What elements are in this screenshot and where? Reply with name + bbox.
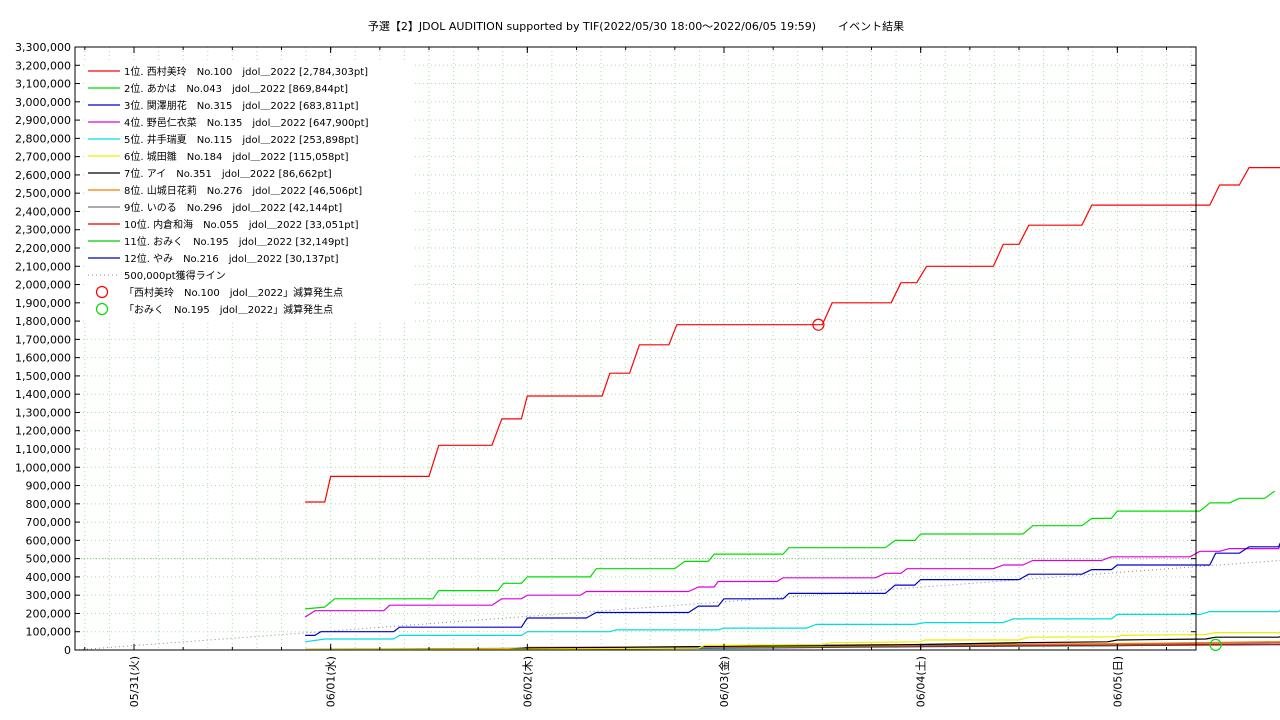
x-axis: 05/31(火) 06/01(水) 06/02(木) 06/03(金) 06/04(土)… [84, 47, 1167, 707]
y-tick-label: 300,000 [26, 589, 72, 602]
x-tick-label: 06/02(木) [521, 656, 534, 707]
x-tick-label: 05/31(火) [128, 656, 141, 707]
y-tick-label: 2,900,000 [15, 114, 71, 127]
legend-entry: 12位. やみ No.216 jdol＿2022 [30,137pt] [124, 252, 339, 265]
deduction-marker [812, 318, 825, 331]
x-tick-label: 06/04(土) [915, 656, 928, 707]
series-line [305, 167, 1280, 503]
y-tick-label: 1,900,000 [15, 297, 71, 310]
y-tick-label: 400,000 [26, 571, 72, 584]
legend-entry: 8位. 山城日花莉 No.276 jdol＿2022 [46,506pt] [124, 184, 362, 197]
y-tick-label: 100,000 [26, 626, 72, 639]
legend-entry: 5位. 井手瑞夏 No.115 jdol＿2022 [253,898pt] [124, 133, 359, 146]
y-tick-label: 1,600,000 [15, 352, 71, 365]
legend-entry: 「おみく No.195 jdol＿2022」減算発生点 [124, 303, 333, 316]
plot-frame [74, 46, 1197, 651]
series-line [305, 490, 1276, 610]
x-tick-label: 06/03(金) [717, 656, 731, 707]
legend-entry: 「西村美玲 No.100 jdol＿2022」減算発生点 [124, 286, 343, 299]
y-tick-label: 1,700,000 [15, 333, 71, 346]
legend-entry: 1位. 西村美玲 No.100 jdol＿2022 [2,784,303pt] [124, 65, 368, 78]
legend-entry: 3位. 関澤朋花 No.315 jdol＿2022 [683,811pt] [124, 99, 359, 112]
x-tick-label: 06/05(日) [1111, 656, 1124, 707]
y-tick-label: 500,000 [26, 553, 72, 566]
y-tick-label: 700,000 [26, 516, 72, 529]
y-tick-label: 1,200,000 [15, 425, 71, 438]
legend-entry: 11位. おみく No.195 jdol＿2022 [32,149pt] [124, 235, 349, 248]
legend-entry: 9位. いのる No.296 jdol＿2022 [42,144pt] [124, 201, 342, 214]
legend-entry: 7位. アイ No.351 jdol＿2022 [86,662pt] [124, 167, 332, 180]
legend: 1位. 西村美玲 No.100 jdol＿2022 [2,784,303pt] 2… [84, 62, 414, 323]
y-axis: 0 100,000 200,000 300,000 400,000 500,000 600,… [15, 41, 1196, 657]
series-line [305, 631, 1280, 651]
series-line [304, 544, 1280, 618]
y-tick-label: 2,400,000 [15, 205, 71, 218]
series-line [305, 636, 1280, 651]
y-tick-label: 800,000 [26, 498, 72, 511]
y-tick-label: 3,100,000 [15, 78, 71, 91]
legend-entry: 500,000pt獲得ライン [124, 269, 226, 282]
y-tick-label: 2,700,000 [15, 151, 71, 164]
series-line [305, 609, 1280, 643]
legend-background [84, 62, 414, 323]
y-tick-label: 200,000 [26, 607, 72, 620]
legend-marker [95, 285, 109, 299]
y-tick-label: 1,100,000 [15, 443, 71, 456]
reference-line [74, 559, 1280, 651]
y-tick-label: 3,000,000 [15, 96, 71, 109]
chart-title: 予選【2】JDOL AUDITION supported by TIF(2022… [368, 19, 904, 33]
deduction-marker [1209, 638, 1222, 651]
y-tick-label: 0 [64, 644, 71, 657]
y-tick-label: 2,100,000 [15, 260, 71, 273]
y-tick-label: 2,800,000 [15, 132, 71, 145]
legend-entry: 2位. あかは No.043 jdol＿2022 [869,844pt] [124, 82, 348, 95]
y-tick-label: 1,800,000 [15, 315, 71, 328]
x-tick-label: 06/01(水) [325, 656, 338, 707]
y-tick-label: 2,500,000 [15, 187, 71, 200]
y-tick-label: 1,000,000 [15, 461, 71, 474]
legend-entry: 10位. 内倉和海 No.055 jdol＿2022 [33,051pt] [124, 218, 359, 231]
series-layer [304, 167, 1280, 651]
legend-entry: 4位. 野邑仁衣菜 No.135 jdol＿2022 [647,900pt] [124, 116, 369, 129]
y-tick-label: 1,300,000 [15, 406, 71, 419]
reference-line-layer [74, 558, 1280, 651]
y-tick-label: 3,200,000 [15, 59, 71, 72]
marker-layer [812, 318, 1222, 651]
y-tick-label: 1,400,000 [15, 388, 71, 401]
y-tick-label: 3,300,000 [15, 41, 71, 54]
y-tick-label: 2,200,000 [15, 242, 71, 255]
series-line [305, 542, 1280, 637]
legend-entry: 6位. 城田雛 No.184 jdol＿2022 [115,058pt] [124, 150, 349, 163]
y-tick-label: 600,000 [26, 534, 72, 547]
legend-marker [95, 302, 109, 316]
y-tick-label: 1,500,000 [15, 370, 71, 383]
y-tick-label: 2,600,000 [15, 169, 71, 182]
y-tick-label: 900,000 [26, 480, 72, 493]
y-tick-label: 2,300,000 [15, 224, 71, 237]
y-tick-label: 2,000,000 [15, 279, 71, 292]
